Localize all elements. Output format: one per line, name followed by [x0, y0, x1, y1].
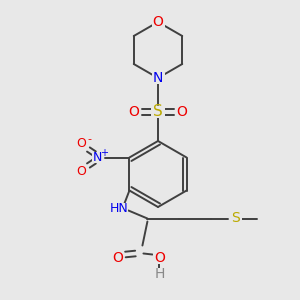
FancyBboxPatch shape — [128, 106, 140, 118]
Text: O: O — [154, 251, 165, 266]
Text: N: N — [153, 71, 163, 85]
Text: O: O — [177, 105, 188, 119]
Text: +: + — [100, 148, 108, 158]
Text: H: H — [154, 266, 165, 280]
FancyBboxPatch shape — [152, 73, 164, 83]
FancyBboxPatch shape — [153, 253, 165, 264]
Text: O: O — [129, 105, 140, 119]
FancyBboxPatch shape — [176, 106, 188, 118]
FancyBboxPatch shape — [111, 253, 123, 264]
FancyBboxPatch shape — [76, 139, 87, 148]
Text: O: O — [153, 15, 164, 29]
Text: O: O — [76, 137, 86, 150]
FancyBboxPatch shape — [76, 167, 87, 176]
FancyBboxPatch shape — [152, 16, 164, 28]
Text: S: S — [153, 104, 163, 119]
FancyBboxPatch shape — [110, 203, 128, 214]
Text: O: O — [76, 165, 86, 178]
Text: N: N — [93, 151, 102, 164]
FancyBboxPatch shape — [229, 213, 242, 224]
Text: S: S — [231, 212, 240, 226]
FancyBboxPatch shape — [151, 106, 165, 118]
FancyBboxPatch shape — [92, 152, 103, 163]
FancyBboxPatch shape — [154, 268, 165, 279]
Text: HN: HN — [110, 202, 129, 215]
Text: O: O — [112, 251, 123, 266]
Text: -: - — [87, 134, 92, 145]
